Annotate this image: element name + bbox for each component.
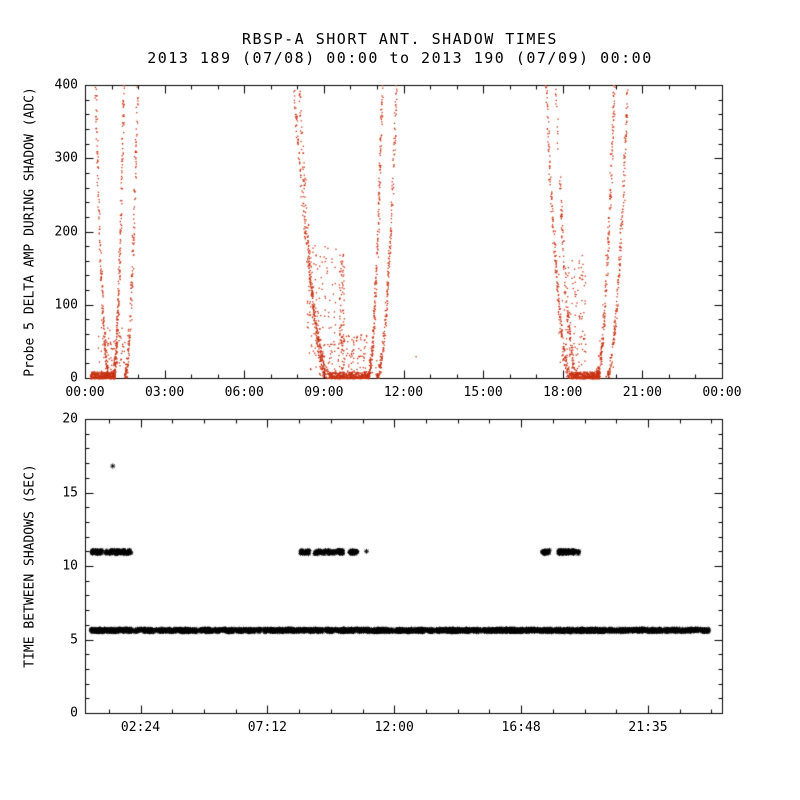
panel2-x-tick-label-1: 07:12: [247, 720, 287, 735]
panel1-x-tick-label-2: 06:00: [224, 385, 264, 400]
panel1-y-tick-label-2: 200: [54, 224, 78, 239]
panel1-x-tick-label-3: 09:00: [304, 385, 344, 400]
panel1-x-tick-label-0: 00:00: [65, 385, 105, 400]
chart-title: RBSP-A SHORT ANT. SHADOW TIMES: [242, 30, 558, 48]
panel2-y-tick-label-0: 0: [70, 705, 78, 721]
panel2-y-tick-label-1: 5: [70, 632, 78, 647]
panel1-y-tick-label-3: 300: [54, 150, 78, 166]
chart-subtitle: 2013 189 (07/08) 00:00 to 2013 190 (07/0…: [147, 49, 653, 67]
panel1-y-tick-label-4: 400: [54, 77, 78, 93]
panel1-x-tick-label-7: 21:00: [622, 385, 662, 400]
panel2-x-tick-label-3: 16:48: [501, 720, 541, 735]
panel1-x-tick-label-6: 18:00: [543, 385, 583, 400]
panel1-x-tick-label-8: 00:00: [702, 385, 742, 400]
panel2-x-tick-label-4: 21:35: [628, 720, 668, 735]
panel1-x-tick-label-5: 15:00: [463, 385, 503, 400]
panel1-x-tick-label-4: 12:00: [383, 385, 424, 400]
panel2-y-tick-label-3: 15: [62, 485, 78, 500]
panel2-x-tick-label-0: 02:24: [120, 720, 161, 735]
panel1-y-tick-label-0: 0: [70, 370, 78, 386]
panel2-y-tick-label-4: 20: [62, 411, 78, 427]
bottom-panel-ylabel: TIME BETWEEN SHADOWS (SEC): [22, 464, 38, 668]
panel2-y-tick-label-2: 10: [62, 558, 78, 574]
panel1-x-tick-label-1: 03:00: [145, 385, 185, 400]
panel1-y-tick-label-1: 100: [54, 297, 78, 313]
panel2-x-tick-label-2: 12:00: [374, 720, 414, 735]
top-panel-ylabel: Probe 5 DELTA AMP DURING SHADOW (ADC): [22, 87, 38, 377]
